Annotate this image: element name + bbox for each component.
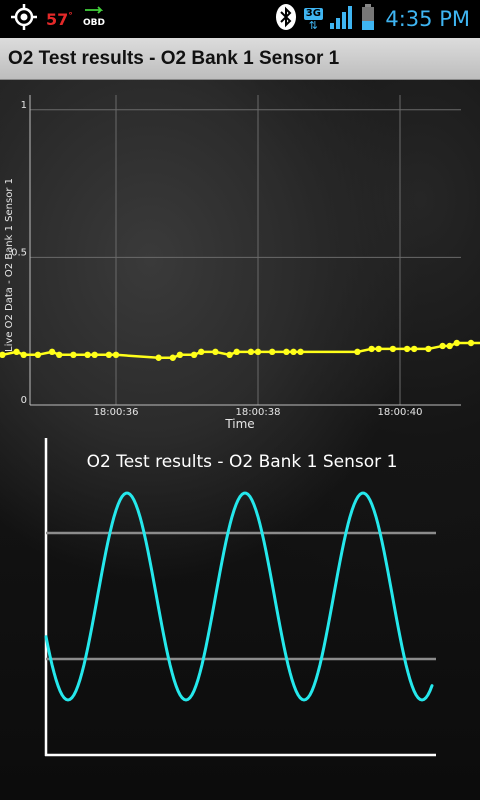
data-point	[190, 351, 198, 359]
signal-icon	[329, 4, 355, 34]
data-point	[112, 351, 120, 359]
data-point	[0, 351, 6, 359]
data-point	[247, 348, 255, 356]
data-point	[84, 351, 91, 359]
data-point	[425, 345, 432, 353]
data-point	[467, 339, 475, 347]
clock: 4:35 PM	[385, 7, 470, 31]
data-point	[34, 351, 42, 359]
data-point	[411, 345, 418, 353]
temperature-readout: 57°	[46, 9, 73, 29]
data-point	[226, 351, 233, 359]
page-title: O2 Test results - O2 Bank 1 Sensor 1	[8, 47, 340, 69]
data-point	[297, 348, 304, 356]
main-content: Live O2 Data - O2 Bank 1 Sensor 1 Time 0…	[0, 80, 480, 800]
y-tick-label: 1	[21, 100, 27, 111]
o2-sensor-wave-chart: O2 Test results - O2 Bank 1 Sensor 1	[44, 438, 436, 757]
data-point	[375, 345, 382, 353]
svg-text:OBD: OBD	[83, 18, 105, 28]
y-tick-label: 0	[21, 395, 27, 406]
data-point	[56, 351, 63, 359]
bluetooth-icon	[275, 3, 297, 35]
data-point	[354, 348, 361, 356]
data-point	[176, 351, 184, 359]
network-type-badge: 3G ⇅	[303, 7, 323, 32]
charts-canvas: Live O2 Data - O2 Bank 1 Sensor 1 Time 0…	[0, 95, 480, 757]
data-point	[453, 339, 460, 347]
x-tick-label: 18:00:36	[94, 407, 139, 418]
battery-icon	[361, 3, 375, 35]
y-axis-label: Live O2 Data - O2 Bank 1 Sensor 1	[4, 178, 15, 352]
data-point	[403, 345, 411, 353]
data-point	[290, 348, 297, 356]
y-tick-label: 0.5	[11, 247, 27, 258]
data-point	[198, 348, 205, 356]
chart-title: O2 Test results - O2 Bank 1 Sensor 1	[87, 452, 398, 472]
data-point	[155, 354, 162, 361]
x-tick-label: 18:00:40	[378, 407, 423, 418]
data-point	[233, 348, 240, 356]
data-point	[439, 342, 446, 350]
x-axis-label: Time	[224, 417, 254, 431]
data-point	[254, 348, 262, 356]
data-point	[269, 348, 276, 356]
data-point	[389, 345, 397, 353]
data-point	[446, 342, 453, 350]
x-tick-label: 18:00:38	[236, 407, 281, 418]
live-o2-chart: Live O2 Data - O2 Bank 1 Sensor 1 Time 0…	[0, 95, 480, 431]
data-point	[368, 345, 375, 353]
data-point	[105, 351, 113, 359]
data-point	[13, 348, 20, 356]
gps-icon	[10, 3, 38, 35]
status-bar: 57° OBD 3G ⇅	[0, 0, 480, 38]
sine-wave-series	[44, 491, 434, 702]
data-point	[91, 351, 98, 359]
data-point	[20, 351, 27, 359]
data-point	[48, 348, 56, 356]
data-point	[283, 348, 290, 356]
obd-icon: OBD	[81, 6, 107, 32]
data-point	[70, 351, 77, 359]
title-bar: O2 Test results - O2 Bank 1 Sensor 1	[0, 38, 480, 80]
data-point	[169, 354, 176, 361]
data-point	[212, 348, 219, 356]
